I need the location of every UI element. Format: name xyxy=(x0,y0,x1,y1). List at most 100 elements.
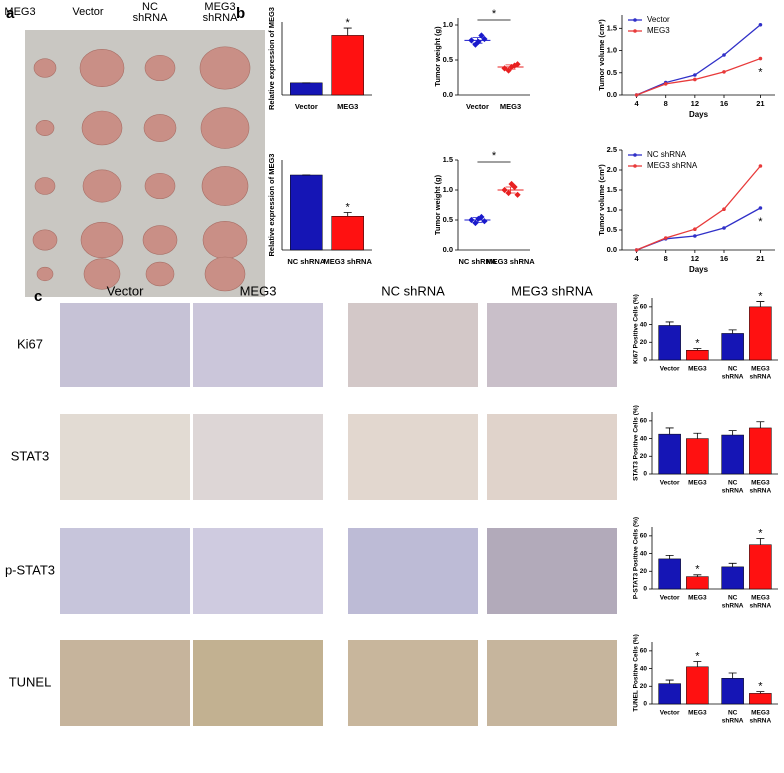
data-point xyxy=(722,207,726,211)
error-bar xyxy=(756,691,765,694)
tumor xyxy=(201,166,249,206)
tumor xyxy=(33,58,57,78)
significance-label: * xyxy=(758,66,763,78)
error-bar xyxy=(665,554,674,559)
series-line xyxy=(636,207,761,251)
significance-label: * xyxy=(492,150,497,162)
series-line xyxy=(636,165,761,251)
x-tick-label: 12 xyxy=(691,254,699,263)
error-bar xyxy=(472,217,483,223)
tumor xyxy=(34,177,56,195)
stain-image xyxy=(487,640,617,726)
bar xyxy=(749,427,772,475)
data-point xyxy=(693,234,697,238)
error-bar xyxy=(343,27,352,36)
data-point xyxy=(663,236,668,240)
stain-column-label: MEG3 xyxy=(240,283,277,298)
x-axis-title: Days xyxy=(689,110,709,119)
bar xyxy=(658,433,681,475)
x-tick-label: shRNA xyxy=(722,603,744,610)
bar xyxy=(658,683,681,705)
tumor xyxy=(79,48,125,88)
x-tick-label: MEG3 xyxy=(751,595,770,602)
error-bar xyxy=(756,421,765,428)
error-bar xyxy=(728,430,737,436)
x-tick-label: shRNA xyxy=(722,718,744,725)
series-line xyxy=(636,57,761,96)
error-bar xyxy=(505,186,516,194)
y-tick-label: 60 xyxy=(640,418,648,425)
error-bar xyxy=(343,212,352,217)
stain-image xyxy=(193,303,323,387)
tumor xyxy=(82,169,122,203)
x-tick-label: 21 xyxy=(756,99,764,108)
x-tick-label: 8 xyxy=(664,99,668,108)
photo-label: shRNA xyxy=(203,12,239,24)
y-axis-title: P-STAT3 Positive Cells (%) xyxy=(633,517,640,599)
panel-label: c xyxy=(34,288,42,305)
bar xyxy=(331,216,364,251)
tumor xyxy=(199,46,251,90)
significance-label: * xyxy=(758,290,763,302)
bar xyxy=(749,306,772,361)
stain-image xyxy=(487,303,617,387)
x-tick-label: 21 xyxy=(756,254,764,263)
y-tick-label: 60 xyxy=(640,304,648,311)
y-tick-label: 40 xyxy=(640,435,648,442)
legend-marker xyxy=(633,153,637,157)
x-tick-label: MEG3 xyxy=(688,366,707,373)
data-point xyxy=(693,73,697,77)
tumor xyxy=(142,225,178,255)
tumor xyxy=(144,172,176,200)
bar xyxy=(290,82,323,96)
x-tick-label: Vector xyxy=(466,102,489,111)
x-tick-label: MEG3 xyxy=(688,595,707,602)
x-tick-label: MEG3 xyxy=(751,710,770,717)
x-tick-label: Vector xyxy=(660,595,680,602)
photo-label: MEG3 xyxy=(204,1,235,13)
y-tick-label: 20 xyxy=(640,683,648,690)
y-tick-label: 1.5 xyxy=(607,23,617,32)
x-tick-label: MEG3 xyxy=(688,710,707,717)
data-point xyxy=(722,70,726,74)
y-tick-label: 0.5 xyxy=(607,68,617,77)
x-tick-label: shRNA xyxy=(722,488,744,495)
y-tick-label: 20 xyxy=(640,568,648,575)
stain-image xyxy=(487,528,617,614)
significance-label: * xyxy=(346,17,351,29)
bar xyxy=(686,666,709,705)
significance-label: * xyxy=(758,216,763,228)
legend-label: NC shRNA xyxy=(647,150,687,159)
bar xyxy=(721,678,744,705)
y-axis-title: TUNEL Positive Cells (%) xyxy=(633,634,640,712)
y-tick-label: 60 xyxy=(640,648,648,655)
data-point xyxy=(758,22,763,27)
y-tick-label: 0.0 xyxy=(607,245,617,254)
y-axis-title: Ki67 Positive Cells (%) xyxy=(633,294,640,364)
y-axis-title: Tumor weight (g) xyxy=(433,26,442,87)
significance-label: * xyxy=(492,8,497,20)
tumor xyxy=(83,258,121,290)
bar xyxy=(749,693,772,705)
y-tick-label: 0.0 xyxy=(443,245,453,254)
x-tick-label: NC xyxy=(728,595,738,602)
bar xyxy=(290,174,323,251)
legend-label: MEG3 shRNA xyxy=(647,161,698,170)
stain-column-label: MEG3 shRNA xyxy=(511,283,593,298)
bar xyxy=(658,558,681,590)
y-tick-label: 1.0 xyxy=(443,20,453,29)
tumor xyxy=(81,110,123,146)
legend-marker xyxy=(633,29,637,33)
x-tick-label: NC shRNA xyxy=(458,257,497,266)
y-tick-label: 0.0 xyxy=(443,90,453,99)
error-bar xyxy=(665,427,674,435)
x-tick-label: 4 xyxy=(634,99,639,108)
x-tick-label: shRNA xyxy=(750,718,772,725)
y-tick-label: 40 xyxy=(640,665,648,672)
x-tick-label: MEG3 xyxy=(751,480,770,487)
y-axis-title: Tumor weight (g) xyxy=(433,174,442,235)
x-axis-title: Days xyxy=(689,265,709,274)
y-tick-label: 0.5 xyxy=(443,215,453,224)
x-tick-label: MEG3 xyxy=(337,102,358,111)
